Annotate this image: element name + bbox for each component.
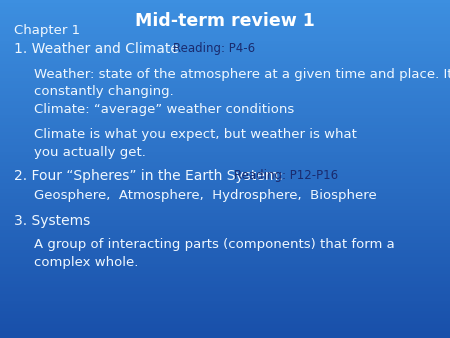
- Text: 3. Systems: 3. Systems: [14, 214, 90, 227]
- Text: Weather: state of the atmosphere at a given time and place. It is
constantly cha: Weather: state of the atmosphere at a gi…: [34, 68, 450, 98]
- Text: Climate: “average” weather conditions: Climate: “average” weather conditions: [34, 103, 294, 116]
- Text: Mid-term review 1: Mid-term review 1: [135, 12, 315, 30]
- Text: Geosphere,  Atmosphere,  Hydrosphere,  Biosphere: Geosphere, Atmosphere, Hydrosphere, Bios…: [34, 189, 377, 202]
- Text: Reading: P4-6: Reading: P4-6: [173, 42, 256, 55]
- Text: Reading: P12-P16: Reading: P12-P16: [234, 169, 338, 182]
- Text: Climate is what you expect, but weather is what
you actually get.: Climate is what you expect, but weather …: [34, 128, 356, 159]
- Text: 1. Weather and Climate: 1. Weather and Climate: [14, 42, 178, 56]
- Text: A group of interacting parts (components) that form a
complex whole.: A group of interacting parts (components…: [34, 238, 395, 269]
- Text: 2. Four “Spheres” in the Earth System:: 2. Four “Spheres” in the Earth System:: [14, 169, 283, 183]
- Text: Chapter 1: Chapter 1: [14, 24, 80, 37]
